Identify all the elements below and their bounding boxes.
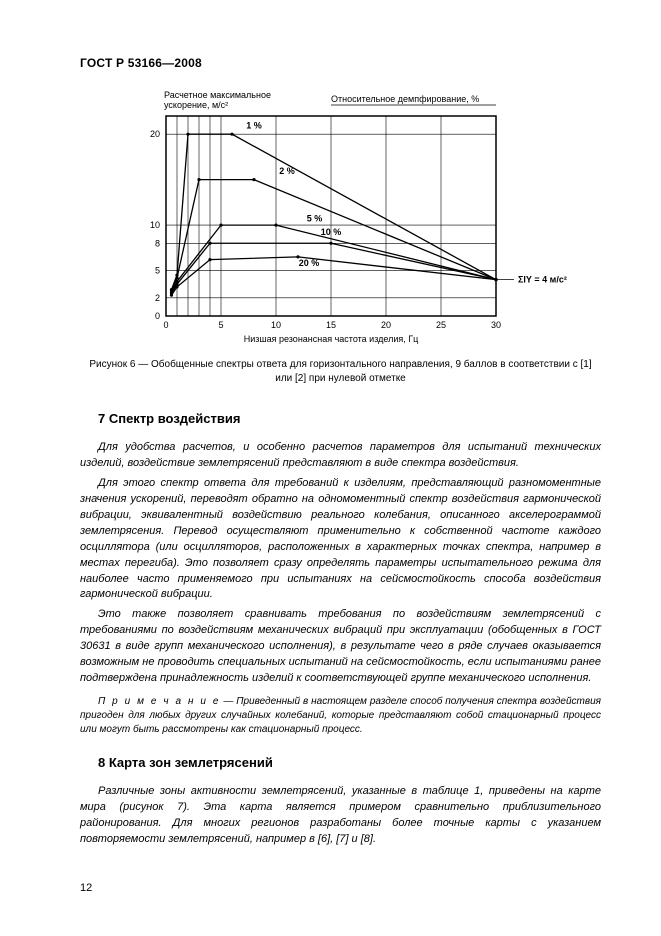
s7-p3: Это также позволяет сравнивать требовани…: [80, 607, 601, 687]
s7-p1: Для удобства расчетов, и особенно расчет…: [80, 440, 601, 472]
svg-text:25: 25: [435, 320, 445, 330]
svg-text:10 %: 10 %: [320, 227, 341, 237]
section-8-heading: 8 Карта зон землетрясений: [98, 755, 601, 770]
svg-text:1 %: 1 %: [246, 121, 262, 131]
svg-text:Расчетное максимальное: Расчетное максимальное: [164, 90, 271, 100]
svg-text:ускорение, м/с²: ускорение, м/с²: [164, 100, 228, 110]
note-label: П р и м е ч а н и е: [98, 696, 220, 707]
page-number: 12: [80, 882, 92, 894]
figure-caption: Рисунок 6 — Обобщенные спектры ответа дл…: [80, 358, 601, 385]
svg-text:2 %: 2 %: [279, 166, 295, 176]
section-7-note: П р и м е ч а н и е — Приведенный в наст…: [80, 695, 601, 737]
svg-text:10: 10: [270, 320, 280, 330]
svg-text:30: 30: [490, 320, 500, 330]
svg-text:20 %: 20 %: [298, 258, 319, 268]
svg-text:5: 5: [218, 320, 223, 330]
s7-p2: Для этого спектр ответа для требований к…: [80, 476, 601, 604]
figure-6: 051015202530025810201 %2 %5 %10 %20 %Рас…: [106, 88, 576, 348]
svg-text:0: 0: [154, 311, 159, 321]
svg-text:8: 8: [154, 238, 159, 248]
chart-svg: 051015202530025810201 %2 %5 %10 %20 %Рас…: [106, 88, 576, 348]
s8-p1: Различные зоны активности землетрясений,…: [80, 784, 601, 848]
section-7-heading: 7 Спектр воздействия: [98, 411, 601, 426]
svg-text:20: 20: [380, 320, 390, 330]
document-id: ГОСТ Р 53166—2008: [80, 56, 601, 70]
section-7-body: Для удобства расчетов, и особенно расчет…: [80, 440, 601, 687]
svg-text:5 %: 5 %: [306, 213, 322, 223]
svg-text:Относительное демпфирование, %: Относительное демпфирование, %: [331, 94, 479, 104]
svg-text:0: 0: [163, 320, 168, 330]
svg-text:5: 5: [154, 266, 159, 276]
section-8-body: Различные зоны активности землетрясений,…: [80, 784, 601, 848]
svg-text:20: 20: [149, 129, 159, 139]
svg-text:15: 15: [325, 320, 335, 330]
svg-text:ΣΙΥ = 4 м/с²: ΣΙΥ = 4 м/с²: [518, 275, 567, 285]
svg-text:10: 10: [149, 220, 159, 230]
svg-text:Низшая резонансная частота изд: Низшая резонансная частота изделия, Гц: [243, 334, 418, 344]
svg-text:2: 2: [154, 293, 159, 303]
